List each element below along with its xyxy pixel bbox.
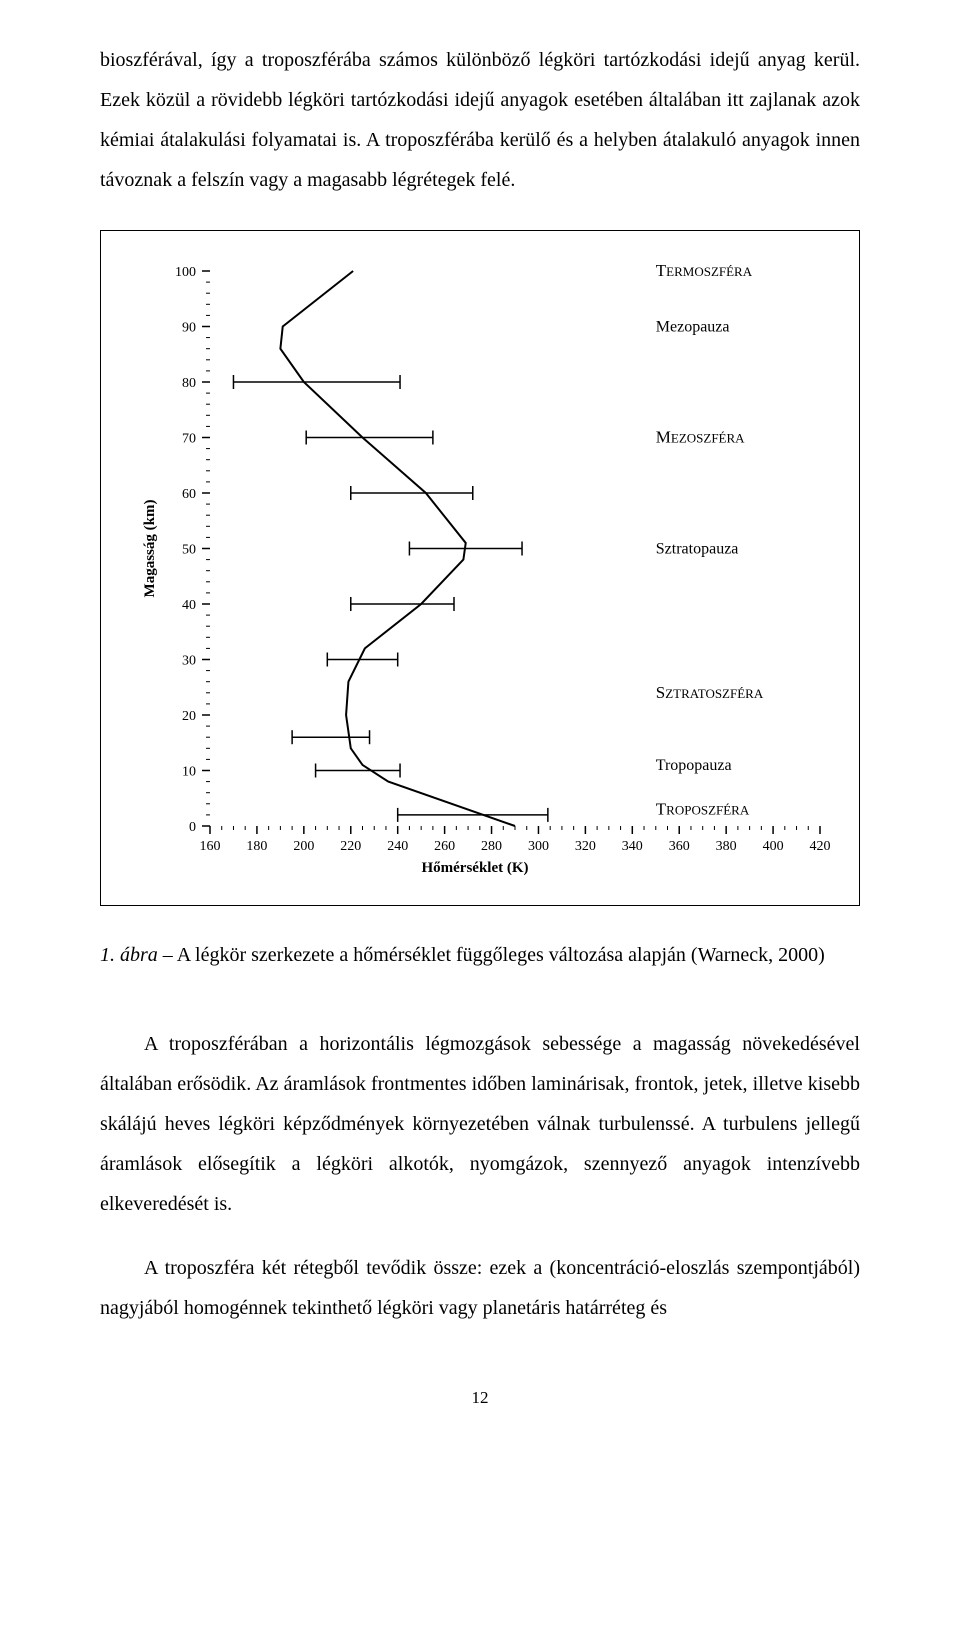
svg-text:360: 360 [669, 839, 690, 854]
svg-text:Magasság (km): Magasság (km) [142, 500, 158, 598]
svg-text:160: 160 [200, 839, 221, 854]
paragraph-2: A troposzférában a horizontális légmozgá… [100, 1024, 860, 1224]
svg-text:TERMOSZFÉRA: TERMOSZFÉRA [656, 261, 753, 280]
paragraph-3: A troposzféra két rétegből tevődik össze… [100, 1248, 860, 1328]
svg-text:240: 240 [387, 839, 408, 854]
paragraph-3-text: A troposzféra két rétegből tevődik össze… [100, 1257, 860, 1319]
svg-text:320: 320 [575, 839, 596, 854]
paragraph-2-text: A troposzférában a horizontális légmozgá… [100, 1033, 860, 1215]
svg-text:Sztratopauza: Sztratopauza [656, 541, 739, 558]
caption-number: 1. ábra [100, 944, 158, 966]
svg-text:Hőmérséklet (K): Hőmérséklet (K) [421, 860, 528, 876]
svg-text:40: 40 [182, 598, 196, 613]
svg-text:420: 420 [810, 839, 831, 854]
figure-container: 0 10 20 30 40 50 60 70 80 90 100 160 180 200 220 240 260… [100, 230, 860, 906]
paragraph-1: bioszférával, így a troposzférába számos… [100, 40, 860, 200]
svg-text:30: 30 [182, 654, 196, 669]
svg-text:400: 400 [763, 839, 784, 854]
svg-text:80: 80 [182, 376, 196, 391]
svg-text:100: 100 [175, 265, 196, 280]
caption-text: – A légkör szerkezete a hőmérséklet függ… [158, 944, 825, 966]
page-number: 12 [100, 1388, 860, 1408]
svg-text:200: 200 [293, 839, 314, 854]
svg-text:260: 260 [434, 839, 455, 854]
svg-text:380: 380 [716, 839, 737, 854]
svg-text:60: 60 [182, 487, 196, 502]
svg-text:90: 90 [182, 321, 196, 336]
svg-text:Tropopauza: Tropopauza [656, 757, 732, 774]
svg-text:220: 220 [340, 839, 361, 854]
svg-text:70: 70 [182, 432, 196, 447]
svg-text:340: 340 [622, 839, 643, 854]
svg-text:280: 280 [481, 839, 502, 854]
svg-text:0: 0 [189, 820, 196, 835]
svg-text:MEZOSZFÉRA: MEZOSZFÉRA [656, 428, 745, 447]
svg-text:Mezopauza: Mezopauza [656, 319, 730, 336]
svg-text:10: 10 [182, 765, 196, 780]
svg-text:180: 180 [246, 839, 267, 854]
svg-text:SZTRATOSZFÉRA: SZTRATOSZFÉRA [656, 683, 764, 702]
svg-text:20: 20 [182, 709, 196, 724]
figure-caption: 1. ábra – A légkör szerkezete a hőmérsék… [100, 936, 860, 974]
atmosphere-chart: 0 10 20 30 40 50 60 70 80 90 100 160 180 200 220 240 260… [130, 261, 830, 881]
svg-text:300: 300 [528, 839, 549, 854]
svg-text:50: 50 [182, 543, 196, 558]
svg-text:TROPOSZFÉRA: TROPOSZFÉRA [656, 799, 750, 818]
